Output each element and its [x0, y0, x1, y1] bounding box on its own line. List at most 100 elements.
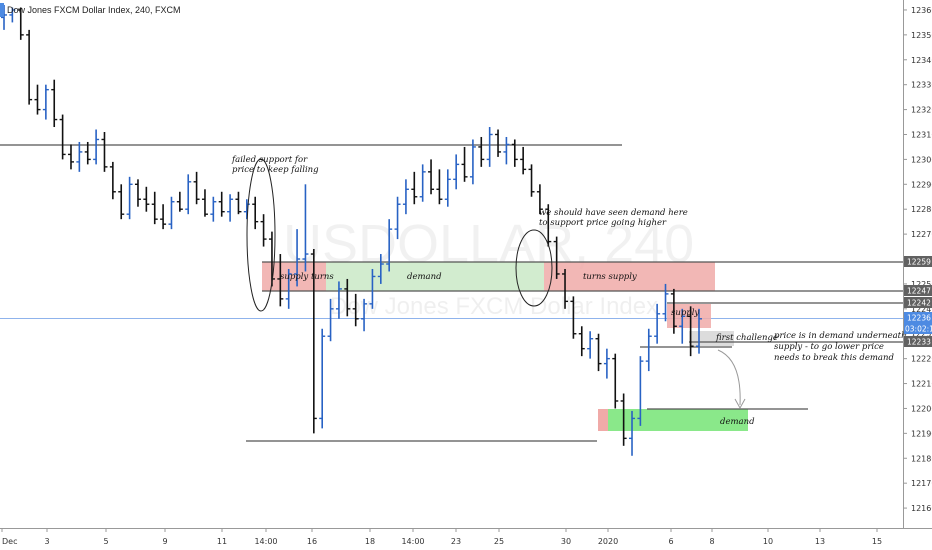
candle: [620, 393, 627, 446]
price-tick-label: 12320: [911, 106, 932, 115]
zone-demand-lower[interactable]: [608, 409, 748, 431]
candle: [176, 191, 183, 212]
candle: [587, 331, 594, 359]
annotation-outlook-3: needs to break this demand: [774, 353, 894, 363]
label-demand-lower: demand: [720, 417, 755, 427]
annotation-outlook-2: supply - to go lower price: [774, 342, 884, 352]
candle: [629, 410, 636, 456]
arrow-head-icon: [734, 398, 746, 410]
time-tick-label: 6: [668, 537, 673, 546]
zone-demand-upper[interactable]: [326, 262, 544, 291]
zone-turns-supply[interactable]: [544, 262, 715, 291]
candle: [310, 249, 317, 434]
candle: [670, 288, 677, 334]
price-tick-label: 12210: [911, 380, 932, 389]
candle: [595, 333, 602, 372]
price-axis[interactable]: 12160 12170 12180 12190 12200 12210 12220 12230…: [903, 6, 932, 513]
candle: [394, 196, 401, 240]
time-axis[interactable]: Dec 3 5 9 11 14:00 16 18 14:00 23 25 30 2020 6 8 10 13 15: [1, 528, 882, 546]
candle: [361, 298, 368, 332]
candle: [168, 196, 175, 230]
time-tick-label: 9: [162, 537, 167, 546]
candle: [26, 29, 33, 105]
price-tag-12242: [904, 297, 932, 308]
price-tag-current: [904, 312, 932, 323]
time-tick-label: 18: [365, 537, 375, 546]
candle: [637, 356, 644, 426]
arrow-path: [717, 349, 741, 406]
candle: [352, 293, 359, 327]
price-tick-label: 12270: [911, 230, 932, 239]
price-tags: 12259 12247 12242 12236 03:02:12 12233: [904, 256, 932, 347]
time-tick-label: 23: [451, 537, 461, 546]
candle: [34, 84, 41, 115]
label-supply-turns: supply turns: [280, 272, 334, 282]
time-tick-label: 15: [872, 537, 882, 546]
candle: [76, 141, 83, 172]
price-tick-label: 12280: [911, 205, 932, 214]
candle: [645, 328, 652, 372]
ellipse-demand-missing[interactable]: [515, 229, 553, 307]
candle: [453, 154, 460, 190]
price-tick-label: 12220: [911, 355, 932, 364]
candle: [344, 278, 351, 317]
price-tag-12247: [904, 285, 932, 296]
candle: [520, 146, 527, 175]
time-tick-label: Dec: [2, 537, 17, 546]
candle: [185, 174, 192, 215]
annotation-failed-support-1: failed support for: [231, 155, 308, 165]
candle: [134, 179, 141, 207]
candle: [17, 7, 24, 40]
watermark-name: Dow Jones FXCM Dollar Index: [330, 293, 658, 320]
annotation-outlook-1: price is in demand underneath: [774, 331, 907, 341]
candle: [469, 139, 476, 185]
label-first-challenge: first challenge: [715, 333, 778, 343]
price-tag-12233: [904, 336, 932, 347]
candle: [327, 298, 334, 342]
time-tick-label: 13: [815, 537, 825, 546]
candle: [545, 204, 552, 247]
levels-layer: [0, 144, 903, 442]
time-tick-label: 8: [709, 537, 714, 546]
candle: [436, 169, 443, 205]
candle: [109, 161, 116, 200]
time-tick-label: 14:00: [401, 537, 424, 546]
candle: [428, 159, 435, 195]
label-demand-upper: demand: [407, 272, 442, 282]
price-tag-countdown-text: 03:02:12: [905, 325, 932, 334]
candle: [193, 171, 200, 205]
candle: [59, 114, 66, 160]
candle: [227, 194, 234, 222]
candle: [654, 303, 661, 344]
price-tick-label: 12240: [911, 305, 932, 314]
candle: [285, 268, 292, 309]
candle: [218, 191, 225, 217]
price-tag-12242-text: 12242: [907, 299, 931, 308]
price-tick-label: 12350: [911, 31, 932, 40]
annotation-demand-missing-1: we should have seen demand here: [539, 208, 688, 218]
candle: [495, 129, 502, 157]
candle: [143, 186, 150, 212]
candle: [319, 328, 326, 429]
zone-small-supply[interactable]: [598, 409, 608, 431]
candle: [151, 191, 158, 225]
candle: [486, 127, 493, 167]
time-tick-label: 11: [217, 537, 227, 546]
candle: [687, 306, 694, 357]
candle: [126, 176, 133, 220]
price-tag-12259-text: 12259: [907, 258, 931, 267]
symbol-title[interactable]: Dow Jones FXCM Dollar Index, 240, FXCM: [7, 5, 181, 15]
candle: [386, 219, 393, 272]
candle: [419, 164, 426, 202]
price-tag-12233-text: 12233: [907, 338, 931, 347]
candle: [503, 136, 510, 165]
price-tick-label: 12180: [911, 454, 932, 463]
price-tick-label: 12300: [911, 155, 932, 164]
price-tick-label: 12340: [911, 56, 932, 65]
candle: [369, 268, 376, 309]
candle: [67, 144, 74, 170]
ellipse-failed-support[interactable]: [246, 158, 276, 312]
annotation-demand-missing-2: to support price going higher: [539, 218, 667, 228]
candle: [84, 141, 91, 165]
